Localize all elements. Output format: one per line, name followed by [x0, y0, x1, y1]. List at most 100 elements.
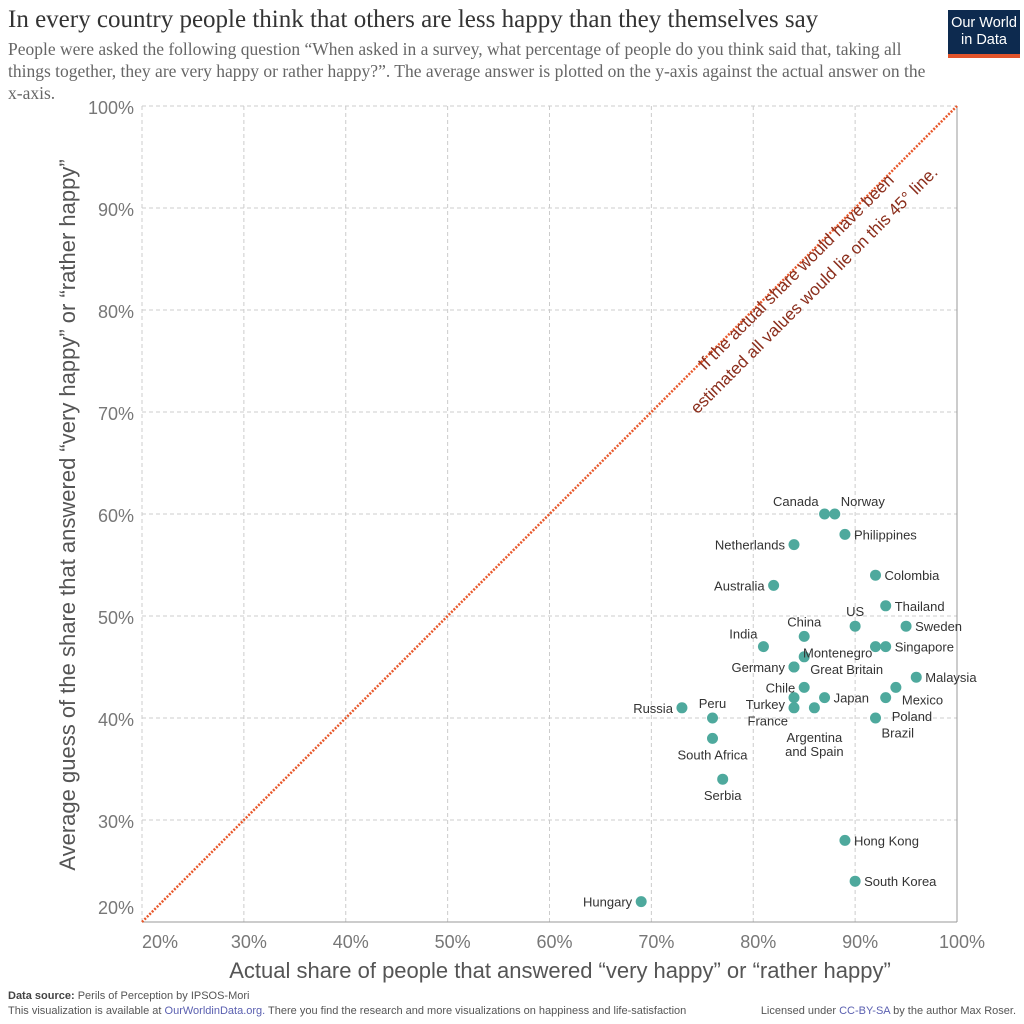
point-label: Colombia	[885, 568, 941, 583]
point-label: Serbia	[704, 788, 742, 803]
data-point	[849, 620, 861, 632]
x-tick-label: 100%	[939, 932, 985, 952]
data-point	[676, 702, 688, 714]
point-label: Chile	[766, 680, 796, 695]
point-label: Brazil	[882, 725, 915, 740]
data-point	[880, 692, 892, 704]
avail-suffix: There you find the research and more vis…	[265, 1005, 687, 1017]
chart-subtitle: People were asked the following question…	[8, 39, 926, 103]
y-tick-label: 40%	[98, 710, 134, 730]
data-point	[819, 692, 831, 704]
data-point	[900, 620, 912, 632]
point-label: US	[846, 604, 864, 619]
y-tick-label: 50%	[98, 608, 134, 628]
point-label: Mexico	[902, 692, 943, 707]
point-label: Philippines	[854, 527, 917, 542]
point-label: Russia	[633, 701, 674, 716]
data-point	[707, 712, 718, 724]
data-point	[757, 641, 769, 653]
point-label: Hungary	[583, 895, 633, 910]
x-tick-label: 20%	[142, 932, 178, 952]
data-point	[880, 641, 892, 653]
license-link[interactable]: CC-BY-SA	[839, 1005, 891, 1017]
point-label: Turkey	[746, 697, 786, 712]
avail-prefix: This visualization is available at	[8, 1005, 165, 1017]
point-label: Australia	[714, 578, 765, 593]
data-point	[788, 539, 800, 551]
point-label: Germany	[732, 660, 786, 675]
point-label: Sweden	[915, 619, 962, 634]
point-label: Canada	[773, 494, 819, 509]
license-note: Licensed under CC-BY-SA by the author Ma…	[761, 1005, 1016, 1017]
license-suffix: by the author Max Roser.	[890, 1005, 1016, 1017]
data-point	[798, 630, 810, 642]
point-label: South Africa	[677, 747, 748, 762]
y-tick-label: 70%	[98, 404, 134, 424]
x-tick-label: 50%	[435, 932, 471, 952]
point-label: Japan	[834, 691, 869, 706]
y-tick-label: 60%	[98, 506, 134, 526]
data-point	[635, 896, 647, 908]
data-point	[890, 681, 902, 693]
data-point	[788, 692, 800, 704]
x-tick-label: 60%	[536, 932, 572, 952]
data-point	[870, 712, 881, 724]
owid-logo[interactable]: Our World in Data	[948, 10, 1020, 58]
y-tick-label: 100%	[88, 98, 134, 118]
point-label: Poland	[892, 709, 932, 724]
data-point	[829, 508, 841, 520]
data-point	[849, 875, 861, 887]
data-point	[707, 732, 718, 744]
availability-note: This visualization is available at OurWo…	[8, 1005, 686, 1017]
point-label: Peru	[699, 696, 726, 711]
point-label: Argentina and Spain	[785, 730, 844, 759]
data-point	[788, 661, 800, 673]
point-label: India	[729, 627, 758, 642]
point-label: South Korea	[864, 874, 937, 889]
data-point	[870, 641, 881, 653]
logo-line2: in Data	[961, 32, 1007, 48]
data-point	[870, 569, 881, 581]
y-tick-label: 20%	[98, 898, 134, 918]
y-axis-label: Average guess of the share that answered…	[55, 159, 80, 870]
x-tick-label: 40%	[333, 932, 369, 952]
license-prefix: Licensed under	[760, 1005, 840, 1017]
source-label: Data source:	[8, 990, 75, 1002]
owid-link[interactable]: OurWorldinData.org.	[164, 1005, 266, 1017]
data-point	[798, 681, 810, 693]
point-label: Great Britain	[810, 662, 883, 677]
source-text: Perils of Perception by IPSOS-Mori	[77, 990, 250, 1002]
logo-line1: Our World	[951, 15, 1017, 31]
y-tick-label: 30%	[98, 812, 134, 832]
data-point	[788, 702, 800, 714]
data-point	[819, 508, 831, 520]
point-label: France	[748, 713, 788, 728]
data-point	[839, 834, 851, 846]
data-point	[910, 671, 922, 683]
data-source: Data source: Perils of Perception by IPS…	[8, 990, 250, 1002]
x-tick-label: 90%	[842, 932, 878, 952]
y-tick-label: 80%	[98, 302, 134, 322]
x-tick-label: 30%	[231, 932, 267, 952]
data-point	[839, 528, 851, 540]
point-label: China	[787, 614, 822, 629]
data-point	[808, 702, 820, 714]
point-label: Thailand	[895, 599, 945, 614]
point-label: Montenegro	[803, 645, 872, 660]
data-point	[768, 579, 780, 591]
x-tick-label: 70%	[638, 932, 674, 952]
annotation-line2: estimated all values would lie on this 4…	[687, 163, 942, 418]
point-label: Netherlands	[715, 538, 786, 553]
chart-title: In every country people think that other…	[8, 6, 819, 33]
annotation-line1: If the actual share would have been	[694, 170, 897, 373]
x-tick-label: 80%	[740, 932, 776, 952]
x-axis-label: Actual share of people that answered “ve…	[229, 958, 891, 983]
point-label: Malaysia	[925, 670, 977, 685]
data-point	[798, 651, 810, 663]
point-label: Norway	[841, 494, 886, 509]
data-point	[880, 600, 892, 612]
point-label: Singapore	[895, 640, 954, 655]
y-tick-label: 90%	[98, 200, 134, 220]
data-point	[717, 773, 729, 785]
